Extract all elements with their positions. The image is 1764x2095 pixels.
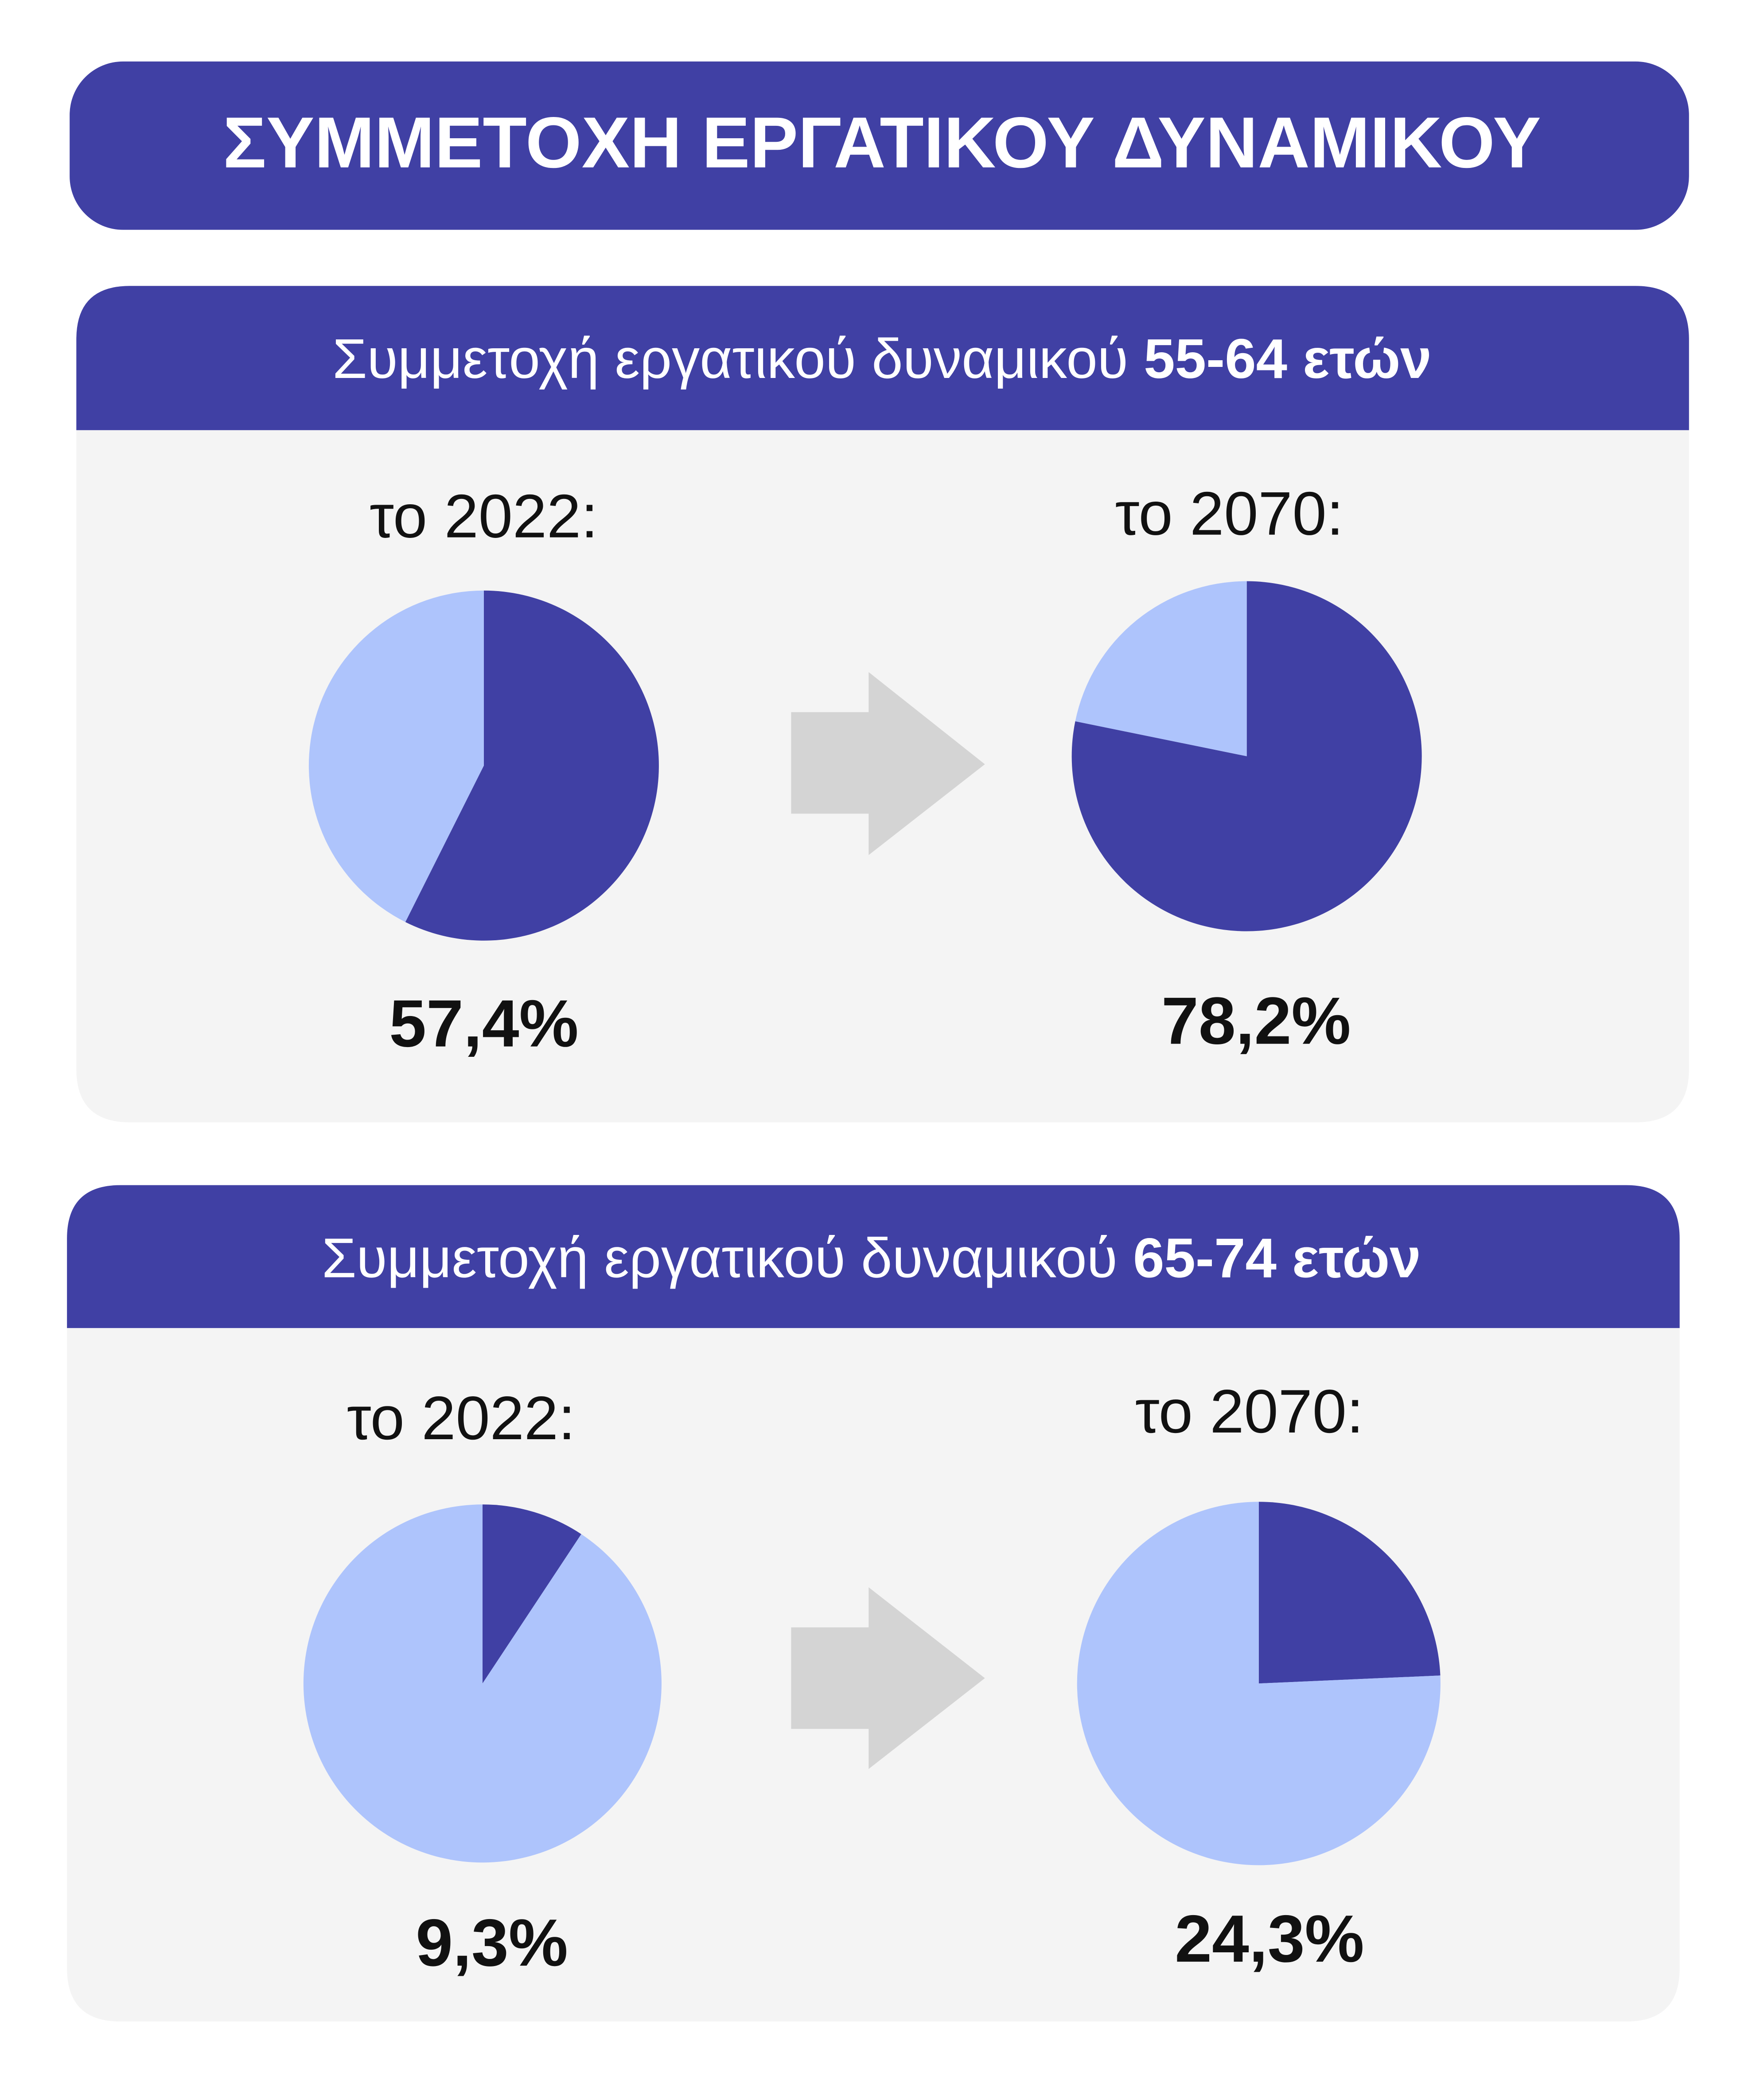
arrow (791, 672, 985, 855)
pie-slice (1258, 1502, 1441, 1684)
section-heading: Συμμετοχή εργατικού δυναμικού 65-74 ετών (322, 1227, 1421, 1289)
title-box (70, 61, 1689, 230)
pie-slice (1077, 1502, 1441, 1865)
value-label: 57,4% (389, 986, 578, 1061)
pie-slice (405, 590, 659, 941)
value-label: 9,3% (416, 1905, 568, 1980)
arrow (791, 1587, 985, 1769)
heading-bold: 55-64 ετών (1144, 327, 1432, 390)
value-label: 24,3% (1175, 1901, 1364, 1976)
heading-text: Συμμετοχή εργατικού δυναμικού (322, 1227, 1118, 1289)
pie-slice (1071, 581, 1422, 931)
title: ΣΥΜΜΕΤΟΧΗ ΕΡΓΑΤΙΚΟΥ ΔΥΝΑΜΙΚΟΥ (223, 102, 1541, 183)
heading-bold: 65-74 ετών (1133, 1227, 1421, 1289)
pie-slice (308, 590, 484, 922)
pie-title: το 2022: (370, 482, 598, 551)
pie-slice (1075, 581, 1247, 756)
value-label: 78,2% (1161, 984, 1351, 1058)
section-header (67, 1185, 1680, 1328)
pie-title: το 2070: (1115, 479, 1344, 548)
pie-slice (303, 1504, 662, 1863)
pie-slice (482, 1504, 581, 1684)
section-heading: Συμμετοχή εργατικού δυναμικού 55-64 ετών (332, 327, 1431, 390)
heading-text: Συμμετοχή εργατικού δυναμικού (332, 327, 1128, 390)
pie-title: το 2022: (347, 1384, 576, 1452)
pie-title: το 2070: (1135, 1377, 1364, 1446)
section-header (76, 286, 1689, 430)
